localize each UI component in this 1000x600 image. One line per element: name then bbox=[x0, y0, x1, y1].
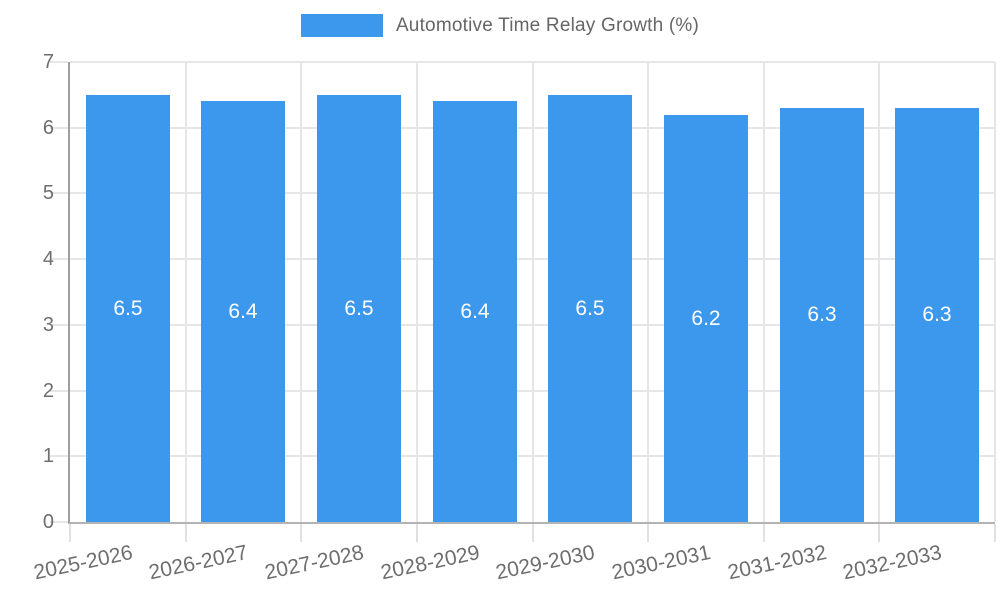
x-tick-mark bbox=[532, 524, 534, 542]
y-tick-mark bbox=[50, 61, 68, 63]
x-gridline bbox=[647, 62, 649, 522]
bar-value-label: 6.5 bbox=[113, 296, 143, 320]
y-tick-mark bbox=[50, 192, 68, 194]
y-axis-tick-label: 2 bbox=[42, 380, 54, 402]
x-gridline bbox=[994, 62, 996, 522]
x-tick-mark bbox=[647, 524, 649, 542]
bar-value-label: 6.3 bbox=[807, 303, 837, 326]
y-axis-tick-label: 7 bbox=[42, 51, 54, 73]
x-tick-mark bbox=[185, 524, 187, 542]
bar-value-label: 6.4 bbox=[228, 299, 258, 323]
legend-label: Automotive Time Relay Growth (%) bbox=[395, 14, 700, 36]
bar[interactable]: 6.5 bbox=[86, 95, 170, 522]
bar-value-label: 6.3 bbox=[922, 303, 952, 326]
x-gridline bbox=[532, 62, 534, 522]
x-gridline bbox=[878, 62, 880, 522]
chart-legend: Automotive Time Relay Growth (%) bbox=[0, 14, 1000, 37]
y-axis-tick-label: 3 bbox=[42, 314, 54, 336]
bar-value-label: 6.5 bbox=[344, 296, 374, 320]
x-tick-mark bbox=[416, 524, 418, 542]
bar[interactable]: 6.3 bbox=[895, 108, 979, 522]
legend-item[interactable]: Automotive Time Relay Growth (%) bbox=[300, 14, 700, 37]
bar[interactable]: 6.4 bbox=[201, 101, 285, 522]
x-tick-mark bbox=[69, 524, 71, 542]
legend-swatch bbox=[300, 14, 383, 37]
x-tick-mark bbox=[300, 524, 302, 542]
x-gridline bbox=[185, 62, 187, 522]
bar[interactable]: 6.2 bbox=[664, 115, 748, 522]
y-tick-mark bbox=[50, 324, 68, 326]
y-axis-tick-label: 6 bbox=[42, 117, 54, 139]
bar[interactable]: 6.5 bbox=[317, 95, 401, 522]
y-tick-mark bbox=[50, 521, 68, 523]
x-tick-mark bbox=[994, 524, 996, 542]
x-gridline bbox=[300, 62, 302, 522]
y-tick-mark bbox=[50, 258, 68, 260]
x-tick-mark bbox=[763, 524, 765, 542]
y-tick-mark bbox=[50, 390, 68, 392]
x-gridline bbox=[763, 62, 765, 522]
y-tick-mark bbox=[50, 455, 68, 457]
y-axis-tick-label: 5 bbox=[42, 182, 54, 204]
x-tick-mark bbox=[878, 524, 880, 542]
y-tick-mark bbox=[50, 127, 68, 129]
y-axis-tick-label: 4 bbox=[42, 248, 54, 270]
y-axis-tick-label: 0 bbox=[42, 511, 54, 533]
bar[interactable]: 6.5 bbox=[548, 95, 632, 522]
bar-value-label: 6.5 bbox=[575, 296, 605, 320]
bar-value-label: 6.2 bbox=[691, 306, 721, 330]
y-axis-tick-label: 1 bbox=[42, 445, 54, 467]
bar[interactable]: 6.3 bbox=[780, 108, 864, 522]
x-gridline bbox=[416, 62, 418, 522]
plot-area: 6.5 6.4 6.5 6.4 6.5 6.2 6.3 6.3 bbox=[50, 61, 996, 542]
bar[interactable]: 6.4 bbox=[433, 101, 517, 522]
bar-value-label: 6.4 bbox=[460, 299, 490, 323]
